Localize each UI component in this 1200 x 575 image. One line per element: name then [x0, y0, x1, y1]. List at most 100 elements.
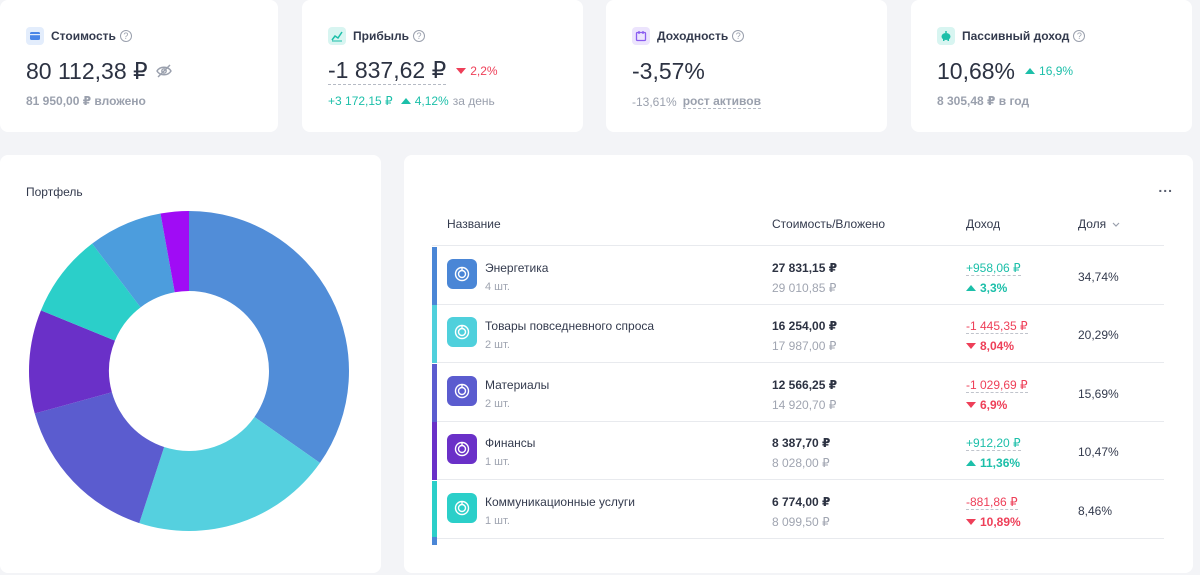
table-row[interactable]: Энергетика 4 шт. 27 831,15 ₽ 29 010,85 ₽… — [432, 247, 1164, 305]
arrow-up-icon — [966, 285, 976, 291]
donut-segment-0[interactable] — [189, 211, 349, 463]
more-options-button[interactable]: ... — [1158, 179, 1173, 195]
row-invested: 8 028,00 ₽ — [772, 456, 830, 471]
row-share: 34,74% — [1078, 270, 1119, 284]
arrow-up-icon — [400, 98, 411, 104]
row-income[interactable]: -1 029,69 ₽ — [966, 377, 1028, 393]
row-value: 27 831,15 ₽ — [772, 261, 838, 275]
metric-sub-value: -13,61% — [632, 94, 677, 109]
wallet-icon — [26, 27, 44, 45]
row-share: 10,47% — [1078, 445, 1119, 460]
row-name[interactable]: Товары повседневного спроса — [485, 319, 655, 334]
help-icon[interactable]: ? — [119, 30, 132, 42]
metric-delta: 2,2% — [456, 64, 498, 78]
row-share: 8,46% — [1078, 503, 1113, 518]
row-invested: 29 010,85 ₽ — [772, 281, 837, 295]
table-row[interactable]: Товары повседневного спроса 2 шт. 16 254… — [432, 305, 1164, 364]
row-invested: 8 099,50 ₽ — [772, 514, 830, 529]
row-invested: 14 920,70 ₽ — [772, 397, 837, 412]
arrow-down-icon — [966, 401, 976, 408]
donut-segment-3[interactable] — [29, 310, 115, 414]
metric-card-yield: Доходность ? -3,57% -13,61% рост активов — [606, 0, 887, 132]
metric-value: 10,68% — [937, 57, 1016, 84]
row-name[interactable]: Энергетика — [485, 261, 549, 275]
arrow-down-icon — [966, 343, 976, 350]
sector-icon — [447, 434, 477, 465]
row-color-bar — [432, 363, 437, 422]
portfolio-title: Портфель — [26, 185, 83, 199]
metric-card-passive-income: Пассивный доход ? 10,68% 16,9% 8 305,48 … — [911, 0, 1192, 132]
metric-value[interactable]: -1 837,62 ₽ — [328, 57, 447, 85]
metric-value: -3,57% — [632, 57, 705, 84]
sort-down-icon — [1112, 222, 1120, 227]
portfolio-card: Портфель — [0, 155, 381, 573]
metric-sub-value: +3 172,15 ₽ — [328, 94, 393, 108]
row-quantity: 4 шт. — [485, 281, 510, 293]
donut-segment-1[interactable] — [139, 416, 320, 531]
metric-sub-label: за день — [452, 94, 495, 108]
sector-icon — [447, 317, 477, 348]
row-value: 16 254,00 ₽ — [772, 319, 838, 334]
row-name[interactable]: Финансы — [485, 436, 536, 451]
row-value: 12 566,25 ₽ — [772, 377, 838, 392]
row-value: 8 387,70 ₽ — [772, 436, 831, 451]
header-value[interactable]: Стоимость/Вложено — [772, 217, 886, 231]
metric-title: Пассивный доход — [962, 29, 1070, 43]
metric-card-value: Стоимость ? 80 112,38 ₽ 81 950,00 ₽ влож… — [0, 0, 278, 132]
row-income-percent: 3,3% — [966, 281, 1007, 295]
chart-icon — [328, 27, 346, 45]
calendar-icon — [632, 27, 650, 45]
help-icon[interactable]: ? — [1073, 30, 1086, 42]
row-color-bar — [432, 247, 437, 305]
row-name[interactable]: Коммуникационные услуги — [485, 494, 635, 509]
row-share: 15,69% — [1078, 386, 1119, 401]
header-name[interactable]: Название — [447, 217, 501, 231]
row-income[interactable]: +912,20 ₽ — [966, 436, 1021, 452]
header-divider — [432, 245, 1164, 246]
donut-segment-4[interactable] — [40, 243, 141, 341]
table-row[interactable]: Материалы 2 шт. 12 566,25 ₽ 14 920,70 ₽ … — [432, 363, 1164, 422]
row-quantity: 1 шт. — [485, 514, 510, 527]
metric-sub-delta: 4,12% — [400, 94, 449, 108]
arrow-up-icon — [966, 460, 976, 467]
row-income[interactable]: -881,86 ₽ — [966, 494, 1018, 510]
portfolio-donut-chart[interactable] — [0, 155, 381, 573]
metric-title: Доходность — [657, 29, 729, 43]
metric-title: Прибыль — [353, 29, 409, 43]
row-income-percent: 6,9% — [966, 398, 1007, 412]
sector-icon — [447, 259, 477, 289]
piggy-bank-icon — [937, 27, 955, 45]
metric-card-profit: Прибыль ? -1 837,62 ₽ 2,2% +3 172,15 ₽ 4… — [302, 0, 583, 132]
header-share[interactable]: Доля — [1078, 217, 1121, 231]
row-income[interactable]: -1 445,35 ₽ — [966, 319, 1028, 335]
help-icon[interactable]: ? — [413, 30, 425, 42]
table-row[interactable]: Финансы 1 шт. 8 387,70 ₽ 8 028,00 ₽ +912… — [432, 422, 1164, 481]
arrow-down-icon — [456, 68, 467, 74]
metric-sub-label[interactable]: рост активов — [682, 94, 761, 109]
row-income-percent: 11,36% — [966, 456, 1020, 470]
row-value: 6 774,00 ₽ — [772, 494, 831, 509]
metric-delta: 16,9% — [1025, 64, 1073, 78]
row-name[interactable]: Материалы — [485, 377, 550, 392]
row-color-bar — [432, 305, 437, 364]
row-share: 20,29% — [1078, 328, 1119, 343]
row-income[interactable]: +958,06 ₽ — [966, 261, 1021, 276]
metric-sub: 8 305,48 ₽ в год — [937, 94, 1030, 108]
row-quantity: 2 шт. — [485, 339, 510, 352]
donut-segment-2[interactable] — [34, 392, 165, 524]
header-income[interactable]: Доход — [966, 217, 1001, 231]
table-row[interactable]: Коммуникационные услуги 1 шт. 6 774,00 ₽… — [432, 480, 1164, 539]
eye-off-icon[interactable] — [155, 63, 172, 79]
row-quantity: 2 шт. — [485, 397, 510, 410]
donut-segment-6[interactable] — [160, 211, 189, 293]
metric-title: Стоимость — [51, 29, 116, 43]
metric-sub: 81 950,00 ₽ вложено — [26, 94, 146, 108]
row-invested: 17 987,00 ₽ — [772, 339, 837, 354]
row-quantity: 1 шт. — [485, 456, 510, 469]
metric-value: 80 112,38 ₽ — [26, 57, 148, 84]
donut-segment-5[interactable] — [92, 213, 175, 308]
row-color-bar — [432, 422, 437, 481]
row-income-percent: 8,04% — [966, 339, 1014, 353]
help-icon[interactable]: ? — [732, 30, 745, 42]
row-color-bar — [432, 480, 437, 539]
